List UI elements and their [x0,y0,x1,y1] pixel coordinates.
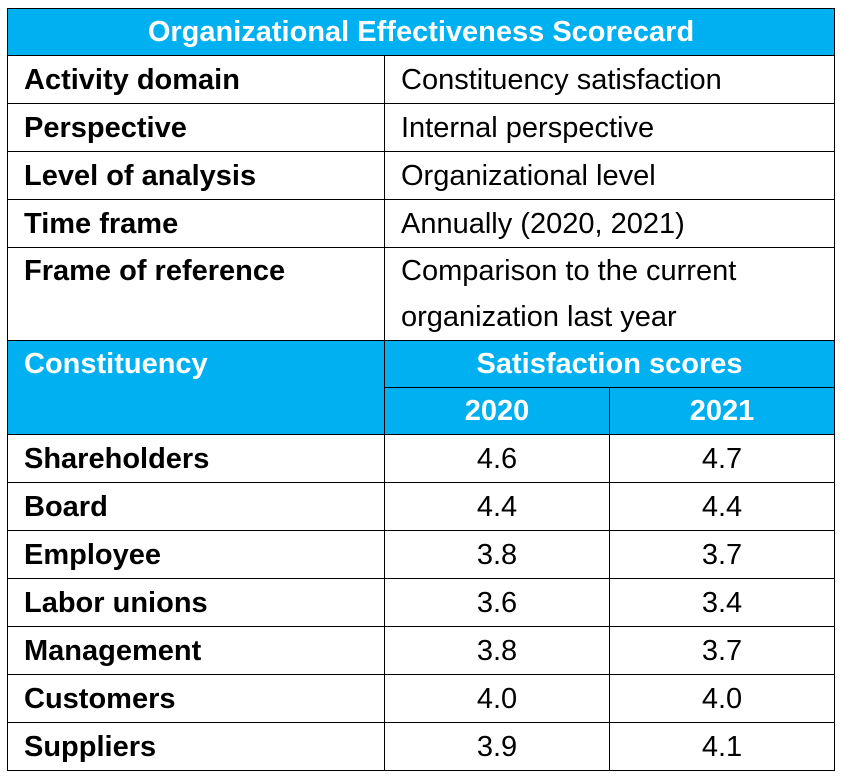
year-header: 2021 [608,387,836,435]
constituency-name: Shareholders [7,434,385,483]
table-row: Labor unions 3.6 3.4 [7,578,836,627]
table-row: Shareholders 4.6 4.7 [7,434,836,483]
constituency-name: Customers [7,674,385,723]
table-row: Customers 4.0 4.0 [7,674,836,723]
score-2021: 4.1 [608,722,836,771]
score-2020: 4.6 [384,434,610,483]
meta-value: Internal perspective [383,103,836,152]
score-2021: 3.7 [608,530,836,579]
constituency-name: Management [7,626,385,675]
constituency-name: Board [7,482,385,531]
score-2020: 4.4 [384,482,610,531]
meta-row: Frame of reference Comparison to the cur… [7,247,836,341]
scorecard-title: Organizational Effectiveness Scorecard [6,8,836,56]
score-2021: 3.4 [608,578,836,627]
year-header-row: 2020 2021 [8,387,836,435]
meta-value: Constituency satisfaction [383,55,836,104]
meta-label: Time frame [7,199,385,248]
score-2021: 4.4 [608,482,836,531]
score-2020: 3.6 [384,578,610,627]
meta-label: Perspective [7,103,385,152]
score-2020: 4.0 [384,674,610,723]
meta-value: Organizational level [383,151,836,200]
meta-row: Activity domain Constituency satisfactio… [7,55,836,104]
table-row: Employee 3.8 3.7 [7,530,836,579]
constituency-name: Employee [7,530,385,579]
year-header: 2020 [384,387,610,435]
constituency-header: Constituency [7,340,385,435]
constituency-name: Suppliers [7,722,385,771]
table-row: Board 4.4 4.4 [7,482,836,531]
table-row: Management 3.8 3.7 [7,626,836,675]
score-2020: 3.8 [384,626,610,675]
score-2020: 3.8 [384,530,610,579]
title-row: Organizational Effectiveness Scorecard [6,8,836,56]
satisfaction-scores-header: Satisfaction scores [383,340,836,388]
meta-value: Comparison to the current organization l… [383,247,836,341]
score-2021: 4.0 [608,674,836,723]
scores-header-row: Constituency Satisfaction scores [7,340,836,435]
meta-row: Level of analysis Organizational level [7,151,836,200]
meta-label: Level of analysis [7,151,385,200]
table-row: Suppliers 3.9 4.1 [7,722,836,771]
score-2020: 3.9 [384,722,610,771]
meta-label: Frame of reference [7,247,385,341]
meta-row: Perspective Internal perspective [7,103,836,152]
score-2021: 4.7 [608,434,836,483]
meta-row: Time frame Annually (2020, 2021) [7,199,836,248]
meta-label: Activity domain [7,55,385,104]
score-2021: 3.7 [608,626,836,675]
scorecard-table: Organizational Effectiveness Scorecard A… [6,8,836,771]
meta-value: Annually (2020, 2021) [383,199,836,248]
constituency-name: Labor unions [7,578,385,627]
